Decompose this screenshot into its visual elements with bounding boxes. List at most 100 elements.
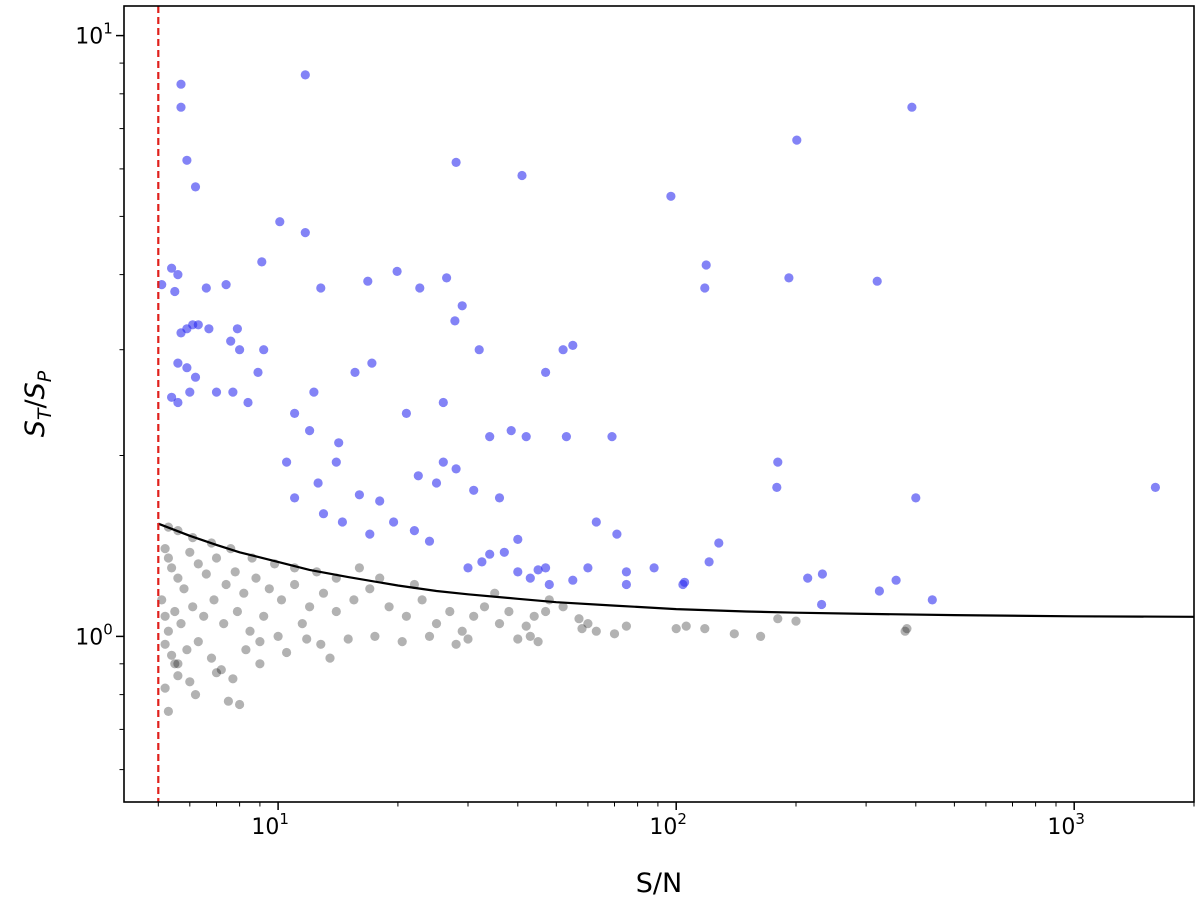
resolved-point <box>316 283 326 293</box>
unresolved-point <box>235 699 245 710</box>
unresolved-point <box>185 677 195 687</box>
unresolved-point <box>773 614 783 624</box>
resolved-point <box>173 270 183 280</box>
y-axis-title-sub1: T <box>34 407 56 420</box>
resolved-point <box>232 324 242 334</box>
plot-clip-group <box>157 6 1194 802</box>
resolved-point <box>413 471 423 481</box>
unresolved-point <box>221 579 231 590</box>
resolved-point <box>282 457 292 467</box>
unresolved-point <box>160 639 170 649</box>
resolved-point <box>318 509 329 519</box>
resolved-point <box>517 170 527 181</box>
resolved-point <box>513 567 523 577</box>
resolved-point <box>337 517 347 527</box>
unresolved-point <box>370 631 380 642</box>
resolved-point <box>533 565 543 575</box>
resolved-point <box>469 485 479 495</box>
unresolved-point <box>163 626 173 636</box>
y-tick-label-exp: 1 <box>103 20 113 38</box>
resolved-point <box>612 529 622 539</box>
resolved-point <box>392 266 402 276</box>
resolved-point <box>450 316 460 326</box>
x-tick-label-base: 10 <box>251 815 279 840</box>
unresolved-point <box>331 606 341 617</box>
y-tick-label-base: 10 <box>75 25 103 50</box>
unresolved-point <box>349 595 359 605</box>
resolved-point <box>477 557 487 567</box>
resolved-point <box>190 182 201 192</box>
resolved-point <box>309 387 319 397</box>
unresolved-point <box>671 624 681 634</box>
unresolved-point <box>900 626 910 636</box>
resolved-point <box>211 387 222 397</box>
resolved-point <box>784 273 794 283</box>
unresolved-point <box>316 639 326 649</box>
unresolved-point <box>533 637 543 647</box>
unresolved-point <box>160 683 170 693</box>
unresolved-point <box>201 569 211 579</box>
resolved-point <box>1150 482 1160 492</box>
unresolved-point <box>245 626 255 636</box>
unresolved-point <box>209 595 219 605</box>
y-axis-title: ST/SP <box>20 370 56 437</box>
plot-frame <box>123 5 1195 803</box>
unresolved-point <box>190 690 201 700</box>
unresolved-point <box>182 645 192 655</box>
unresolved-point <box>170 606 180 617</box>
resolved-point <box>621 567 632 577</box>
unresolved-point <box>609 629 620 639</box>
resolved-point <box>253 367 263 377</box>
resolved-point <box>176 102 186 112</box>
resolved-point <box>354 490 364 500</box>
unresolved-point <box>251 573 261 583</box>
unresolved-point <box>513 634 523 644</box>
x-tick-label-base: 10 <box>649 815 677 840</box>
resolved-point <box>803 573 813 583</box>
unresolved-point <box>259 611 269 621</box>
resolved-point <box>188 320 198 330</box>
unresolved-point <box>354 563 364 573</box>
unresolved-point <box>494 619 505 629</box>
resolved-point <box>678 579 688 590</box>
unresolved-point <box>397 637 407 647</box>
unresolved-point <box>544 595 554 605</box>
resolved-point <box>700 283 710 293</box>
resolved-point <box>173 397 183 408</box>
unresolved-point <box>525 631 535 642</box>
resolved-point <box>874 586 885 596</box>
resolved-point <box>485 549 495 559</box>
resolved-point <box>499 547 509 557</box>
unresolved-point <box>255 659 265 669</box>
resolved-point <box>415 283 425 293</box>
resolved-point <box>817 569 828 579</box>
unresolved-point <box>375 573 385 583</box>
resolved-point <box>714 538 724 548</box>
unresolved-point <box>401 611 411 621</box>
unresolved-point <box>216 665 226 675</box>
y-axis-title-main2: S <box>20 382 51 399</box>
resolved-point <box>891 575 901 585</box>
resolved-point <box>621 579 632 590</box>
resolved-point <box>424 536 435 546</box>
unresolved-point <box>264 584 274 594</box>
resolved-point <box>389 517 399 527</box>
unresolved-point <box>343 634 353 644</box>
resolved-point <box>911 493 921 503</box>
resolved-point <box>772 482 782 492</box>
unresolved-point <box>290 579 300 590</box>
unresolved-point <box>173 659 183 669</box>
resolved-point <box>907 102 917 112</box>
resolved-point <box>275 217 285 227</box>
resolved-point <box>365 529 375 539</box>
resolved-point <box>334 438 344 448</box>
resolved-point <box>666 191 676 201</box>
resolved-point <box>313 478 323 488</box>
unresolved-point <box>167 650 177 660</box>
unresolved-point <box>558 602 568 612</box>
unresolved-point <box>297 619 307 629</box>
resolved-point <box>773 457 783 467</box>
resolved-point <box>568 340 578 350</box>
y-axis-title-main: S <box>20 420 51 437</box>
